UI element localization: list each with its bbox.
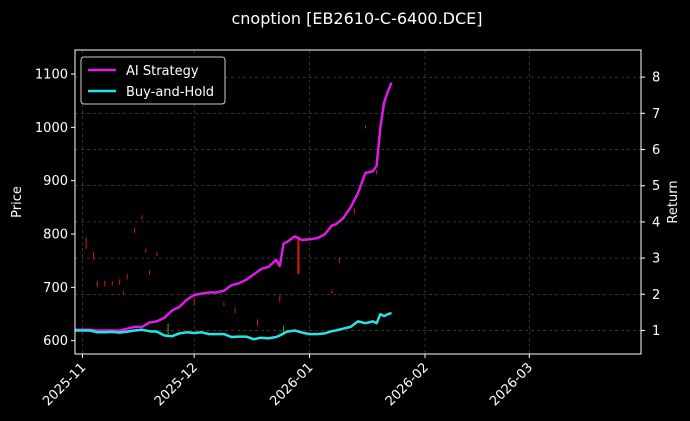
legend: AI Strategy Buy-and-Hold (80, 56, 226, 105)
y-right-tick-label: 7 (652, 107, 660, 122)
right-axis: 1 2 3 4 5 6 7 8 (641, 71, 660, 339)
y-right-tick-label: 3 (652, 252, 660, 267)
y-tick-label: 1100 (35, 68, 68, 83)
series-lines (75, 82, 393, 341)
y-right-tick-label: 6 (652, 143, 660, 158)
grid (75, 50, 641, 354)
y-right-tick-label: 8 (652, 71, 660, 86)
y-tick-label: 700 (43, 281, 68, 296)
buy-and-hold-line (75, 311, 392, 341)
y-right-tick-label: 2 (652, 288, 660, 303)
y-axis-label: Price (10, 186, 25, 218)
y-right-tick-label: 4 (652, 215, 660, 230)
ai-strategy-line (75, 82, 393, 332)
plot-frame (74, 49, 642, 355)
chart-title: cnoption [EB2610-C-6400.DCE] (231, 9, 482, 28)
y-tick-label: 600 (43, 334, 68, 349)
legend-box (80, 56, 226, 105)
legend-ai-label: AI Strategy (126, 64, 199, 79)
legend-bh-label: Buy-and-Hold (126, 85, 214, 100)
y-right-tick-label: 1 (652, 324, 660, 339)
left-axis: 600 700 800 900 1000 1100 (35, 68, 75, 349)
y-axis-right-label: Return (666, 180, 681, 223)
y-tick-label: 800 (43, 228, 68, 243)
y-right-tick-label: 5 (652, 179, 660, 194)
y-tick-label: 900 (43, 174, 68, 189)
y-tick-label: 1000 (35, 121, 68, 136)
